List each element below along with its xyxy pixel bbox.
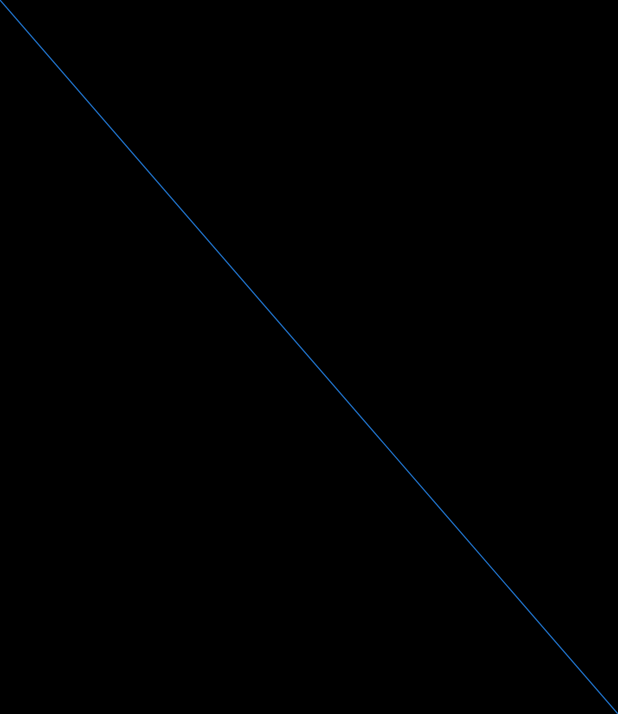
- line-chart-svg: [0, 0, 618, 714]
- data-line-series: [0, 0, 618, 714]
- chart-canvas: [0, 0, 618, 714]
